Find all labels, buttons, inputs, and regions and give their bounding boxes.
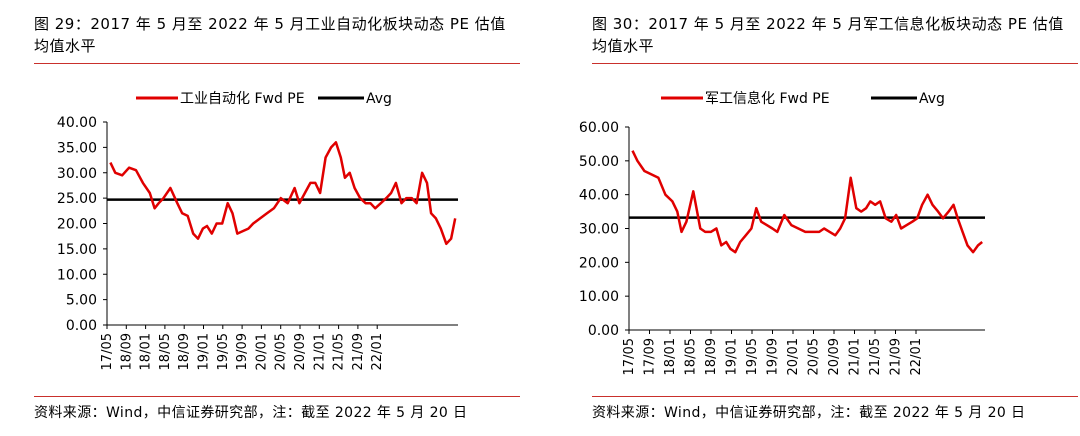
x-tick-label: 18/01 bbox=[139, 333, 154, 370]
y-tick-label: 35.00 bbox=[57, 140, 97, 156]
x-tick-label: 18/05 bbox=[684, 338, 699, 375]
y-tick-label: 40.00 bbox=[579, 188, 619, 204]
y-tick-label: 20.00 bbox=[57, 217, 97, 233]
x-tick-label: 20/01 bbox=[254, 333, 269, 370]
x-tick-label: 19/09 bbox=[235, 333, 250, 370]
y-tick-label: 15.00 bbox=[57, 242, 97, 258]
x-tick-label: 19/05 bbox=[745, 338, 760, 375]
y-tick-label: 10.00 bbox=[579, 289, 619, 305]
right-chart-source: 资料来源：Wind，中信证券研究部，注：截至 2022 年 5 月 20 日 bbox=[592, 405, 1026, 421]
x-tick-label: 22/01 bbox=[909, 338, 924, 375]
right-chart-title: 图 30：2017 年 5 月至 2022 年 5 月军工信息化板块动态 PE … bbox=[592, 15, 1064, 55]
left-chart-panel: 图 29：2017 年 5 月至 2022 年 5 月工业自动化板块动态 PE … bbox=[0, 0, 520, 436]
left-chart-source: 资料来源：Wind，中信证券研究部，注：截至 2022 年 5 月 20 日 bbox=[34, 405, 468, 421]
pe-series-line bbox=[631, 150, 983, 254]
legend-pe-label: 工业自动化 Fwd PE bbox=[180, 91, 305, 107]
y-tick-label: 25.00 bbox=[57, 191, 97, 207]
x-tick-label: 17/05 bbox=[100, 333, 115, 370]
x-tick-label: 18/01 bbox=[663, 338, 678, 375]
x-tick-label: 20/01 bbox=[786, 338, 801, 375]
right-chart-panel: 图 30：2017 年 5 月至 2022 年 5 月军工信息化板块动态 PE … bbox=[558, 0, 1078, 436]
x-tick-label: 17/09 bbox=[643, 338, 658, 375]
y-tick-label: 30.00 bbox=[57, 166, 97, 182]
right-chart: 0.00 10.00 20.00 30.00 40.00 50.00 60.00 17/05 1… bbox=[579, 90, 985, 375]
x-tick-label: 21/05 bbox=[868, 338, 883, 375]
left-source-rule bbox=[34, 396, 520, 397]
x-tick-label: 18/09 bbox=[177, 333, 192, 370]
y-tick-label: 0.00 bbox=[66, 318, 97, 334]
x-tick-label: 21/05 bbox=[332, 333, 347, 370]
y-tick-label: 5.00 bbox=[66, 293, 97, 309]
x-tick-label: 20/05 bbox=[807, 338, 822, 375]
pe-series-line bbox=[109, 141, 457, 246]
x-tick-label: 22/01 bbox=[370, 333, 385, 370]
y-tick-label: 0.00 bbox=[588, 323, 619, 339]
y-tick-label: 30.00 bbox=[579, 222, 619, 238]
legend-pe-label: 军工信息化 Fwd PE bbox=[705, 90, 830, 107]
x-tick-label: 17/05 bbox=[622, 338, 637, 375]
y-tick-label: 60.00 bbox=[579, 120, 619, 136]
left-title-rule bbox=[34, 63, 520, 64]
left-chart-title: 图 29：2017 年 5 月至 2022 年 5 月工业自动化板块动态 PE … bbox=[34, 15, 506, 55]
x-tick-label: 19/01 bbox=[197, 333, 212, 370]
x-tick-label: 19/09 bbox=[766, 338, 781, 375]
y-tick-label: 40.00 bbox=[57, 115, 97, 131]
y-tick-label: 50.00 bbox=[579, 154, 619, 170]
x-tick-label: 18/09 bbox=[704, 338, 719, 375]
x-tick-label: 19/05 bbox=[216, 333, 231, 370]
y-tick-label: 10.00 bbox=[57, 267, 97, 283]
legend-avg-label: Avg bbox=[366, 91, 392, 107]
x-tick-label: 21/09 bbox=[351, 333, 366, 370]
right-source-rule bbox=[592, 396, 1078, 397]
right-title-rule bbox=[592, 63, 1078, 64]
legend-avg-label: Avg bbox=[919, 91, 945, 107]
left-chart: 0.00 5.00 10.00 15.00 20.00 25.00 30.00 35.00 40… bbox=[57, 91, 458, 370]
x-tick-label: 19/01 bbox=[725, 338, 740, 375]
x-tick-label: 20/05 bbox=[274, 333, 289, 370]
x-tick-label: 20/09 bbox=[293, 333, 308, 370]
x-tick-label: 21/01 bbox=[312, 333, 327, 370]
x-tick-label: 18/05 bbox=[158, 333, 173, 370]
x-tick-label: 21/01 bbox=[848, 338, 863, 375]
x-tick-label: 21/09 bbox=[889, 338, 904, 375]
x-tick-label: 20/09 bbox=[827, 338, 842, 375]
y-tick-label: 20.00 bbox=[579, 255, 619, 271]
x-tick-label: 18/09 bbox=[119, 333, 134, 370]
